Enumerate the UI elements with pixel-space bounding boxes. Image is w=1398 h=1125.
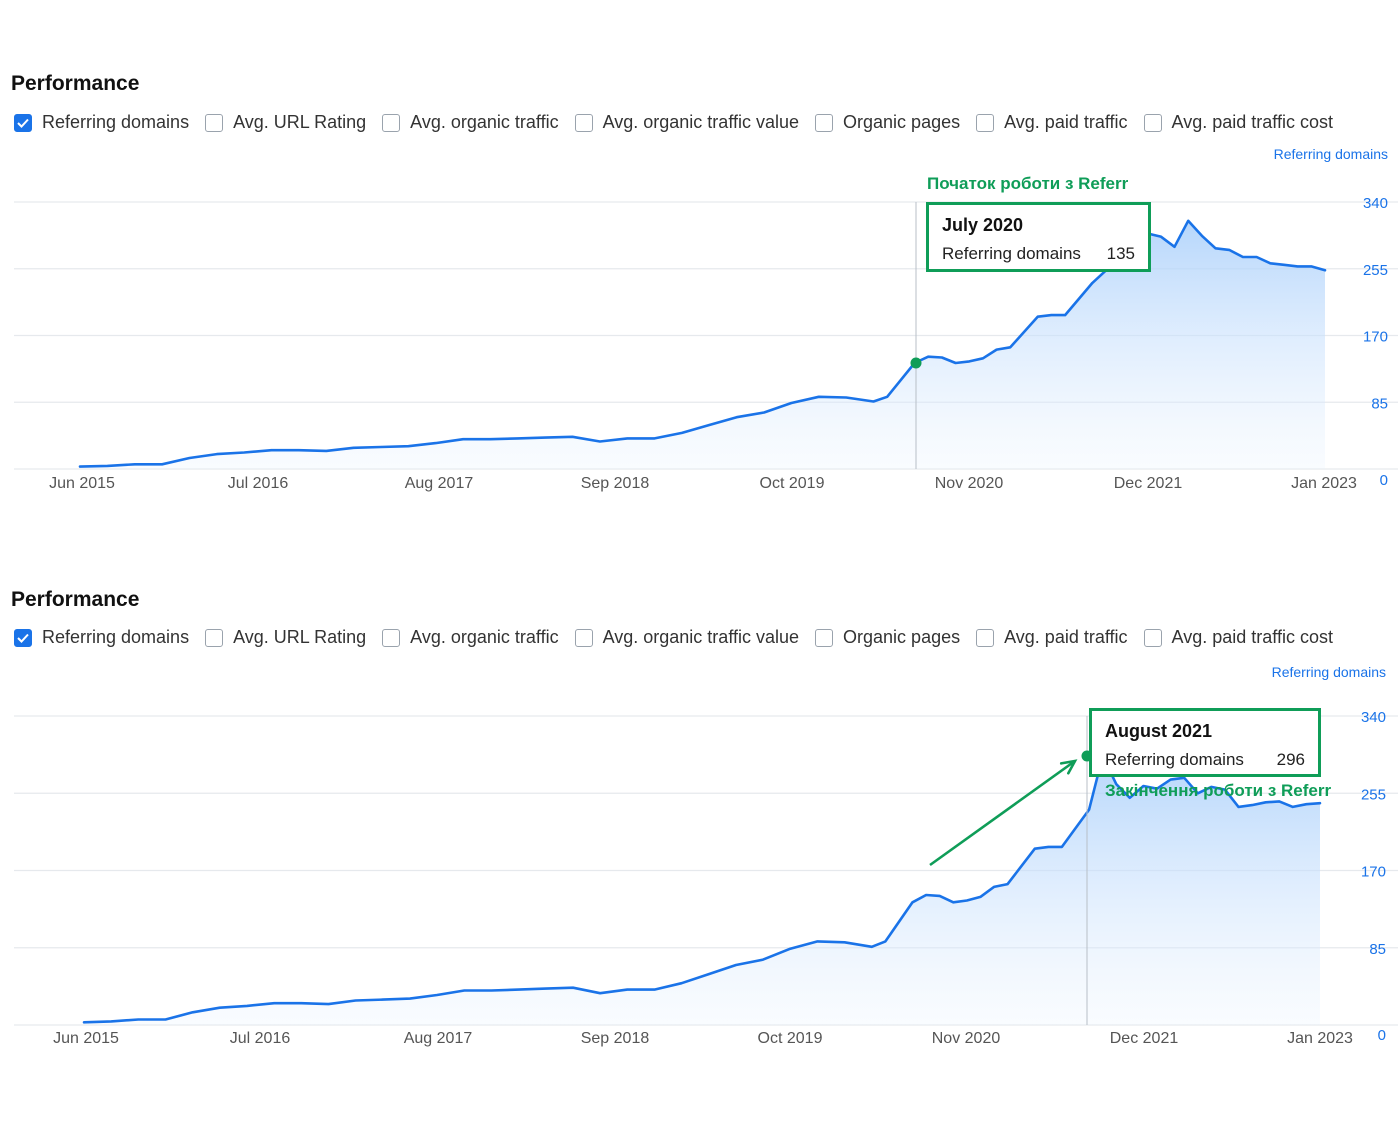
metric-label: Organic pages <box>843 627 961 647</box>
x-tick-label: Nov 2020 <box>932 1030 1001 1047</box>
arrow-head-icon <box>1059 759 1078 775</box>
end-annotation: Закінчення роботи з Referr <box>1105 781 1332 800</box>
x-tick-label: Aug 2017 <box>405 475 474 492</box>
checkbox-icon[interactable] <box>574 628 593 647</box>
tooltip-value: 135 <box>1106 244 1135 263</box>
x-tick-label: Sep 2018 <box>581 475 650 492</box>
tooltip-label: Referring domains <box>1105 750 1244 769</box>
y-tick-label: 255 <box>1361 786 1386 803</box>
x-tick-label: Nov 2020 <box>935 475 1004 492</box>
y-tick-label: 85 <box>1369 941 1386 958</box>
checkbox-icon[interactable] <box>205 628 224 647</box>
y-tick-label: 85 <box>1371 395 1388 412</box>
checkbox-icon[interactable] <box>815 628 834 647</box>
series-line-referring-domains <box>82 754 1322 1024</box>
chart-tooltip: July 2020 Referring domains 135 <box>926 202 1151 272</box>
x-tick-label: Dec 2021 <box>1114 475 1183 492</box>
x-tick-label: Oct 2019 <box>758 1030 823 1047</box>
metrics-row: Referring domains Avg. URL Rating Avg. o… <box>14 112 1349 133</box>
tooltip-value: 296 <box>1276 750 1305 769</box>
y-tick-label: 340 <box>1361 709 1386 726</box>
x-tick-label: Jul 2016 <box>228 475 289 492</box>
y-axis-caption: Referring domains <box>1271 664 1386 680</box>
metric-label: Avg. organic traffic <box>410 112 559 132</box>
metric-avg-url-rating[interactable]: Avg. URL Rating <box>205 627 366 648</box>
checkbox-checked-icon[interactable] <box>14 628 32 647</box>
metric-label: Referring domains <box>42 112 190 132</box>
metric-referring-domains[interactable]: Referring domains <box>14 112 189 133</box>
tooltip-label: Referring domains <box>942 244 1081 263</box>
chart-tooltip: August 2021 Referring domains 296 <box>1089 708 1321 777</box>
x-tick-label: Jan 2023 <box>1287 1030 1353 1047</box>
metric-label: Avg. organic traffic value <box>602 112 800 132</box>
tooltip-title: August 2021 <box>1105 721 1213 741</box>
metric-avg-url-rating[interactable]: Avg. URL Rating <box>205 112 366 133</box>
y-tick-label: 0 <box>1380 472 1388 489</box>
tooltip-row: Referring domains 135 <box>942 244 1135 264</box>
checkbox-icon[interactable] <box>574 113 593 132</box>
x-tick-label: Aug 2017 <box>404 1030 473 1047</box>
metric-organic-pages[interactable]: Organic pages <box>815 112 960 133</box>
metric-avg-paid-traffic-cost[interactable]: Avg. paid traffic cost <box>1143 112 1333 133</box>
metric-label: Avg. paid traffic <box>1004 627 1128 647</box>
highlight-point[interactable] <box>910 357 922 369</box>
start-annotation: Початок роботи з Referr <box>927 174 1129 193</box>
referring-domains-chart: 0 85 170 255 340 Jun 2015 Jul 2016 Aug 2017 Sep … <box>14 709 1398 1047</box>
metric-label: Organic pages <box>843 112 961 132</box>
y-tick-label: 170 <box>1363 329 1388 346</box>
metric-label: Avg. organic traffic <box>410 627 559 647</box>
checkbox-icon[interactable] <box>815 113 834 132</box>
tooltip-row: Referring domains 296 <box>1105 750 1305 770</box>
series-area <box>80 220 1325 469</box>
series-area <box>84 756 1320 1025</box>
metric-referring-domains[interactable]: Referring domains <box>14 627 189 648</box>
metric-label: Avg. paid traffic cost <box>1171 112 1333 132</box>
y-axis-caption: Referring domains <box>1273 146 1388 162</box>
checkbox-icon[interactable] <box>976 113 995 132</box>
metric-avg-paid-traffic-cost[interactable]: Avg. paid traffic cost <box>1143 627 1333 648</box>
panel-title: Performance <box>11 588 140 611</box>
checkbox-icon[interactable] <box>1143 628 1162 647</box>
x-tick-label: Sep 2018 <box>581 1030 650 1047</box>
x-tick-label: Oct 2019 <box>760 475 825 492</box>
x-tick-label: Jun 2015 <box>53 1030 119 1047</box>
metric-organic-pages[interactable]: Organic pages <box>815 627 960 648</box>
performance-panel-bottom: Performance Referring domains Avg. URL R… <box>0 545 1398 1125</box>
checkbox-icon[interactable] <box>976 628 995 647</box>
metric-label: Referring domains <box>42 627 190 647</box>
panel-title: Performance <box>11 72 140 95</box>
x-tick-label: Jun 2015 <box>49 475 115 492</box>
metric-label: Avg. URL Rating <box>233 627 367 647</box>
x-tick-label: Jan 2023 <box>1291 475 1357 492</box>
metric-avg-organic-traffic[interactable]: Avg. organic traffic <box>382 627 559 648</box>
performance-panel-top: Performance Referring domains Avg. URL R… <box>0 0 1398 545</box>
checkbox-icon[interactable] <box>382 113 401 132</box>
y-tick-label: 0 <box>1378 1027 1386 1044</box>
x-tick-label: Dec 2021 <box>1110 1030 1179 1047</box>
metric-avg-paid-traffic[interactable]: Avg. paid traffic <box>976 627 1128 648</box>
metric-label: Avg. paid traffic cost <box>1171 627 1333 647</box>
y-tick-label: 170 <box>1361 864 1386 881</box>
checkbox-icon[interactable] <box>382 628 401 647</box>
y-tick-label: 340 <box>1363 195 1388 212</box>
metric-label: Avg. paid traffic <box>1004 112 1128 132</box>
x-tick-label: Jul 2016 <box>230 1030 291 1047</box>
checkbox-checked-icon[interactable] <box>14 113 32 132</box>
metric-avg-paid-traffic[interactable]: Avg. paid traffic <box>976 112 1128 133</box>
metrics-row: Referring domains Avg. URL Rating Avg. o… <box>14 627 1349 648</box>
metric-avg-organic-traffic-value[interactable]: Avg. organic traffic value <box>574 627 800 648</box>
referring-domains-chart: 0 85 170 255 340 Jun 2015 Jul 2016 Aug 2017 Sep … <box>14 195 1398 492</box>
metric-label: Avg. URL Rating <box>233 112 367 132</box>
series-line-referring-domains <box>78 219 1327 468</box>
metric-label: Avg. organic traffic value <box>602 627 800 647</box>
checkbox-icon[interactable] <box>205 113 224 132</box>
arrow-annotation <box>929 759 1076 867</box>
tooltip-title: July 2020 <box>942 215 1024 235</box>
metric-avg-organic-traffic[interactable]: Avg. organic traffic <box>382 112 559 133</box>
y-tick-label: 255 <box>1363 262 1388 279</box>
metric-avg-organic-traffic-value[interactable]: Avg. organic traffic value <box>574 112 800 133</box>
checkbox-icon[interactable] <box>1143 113 1162 132</box>
